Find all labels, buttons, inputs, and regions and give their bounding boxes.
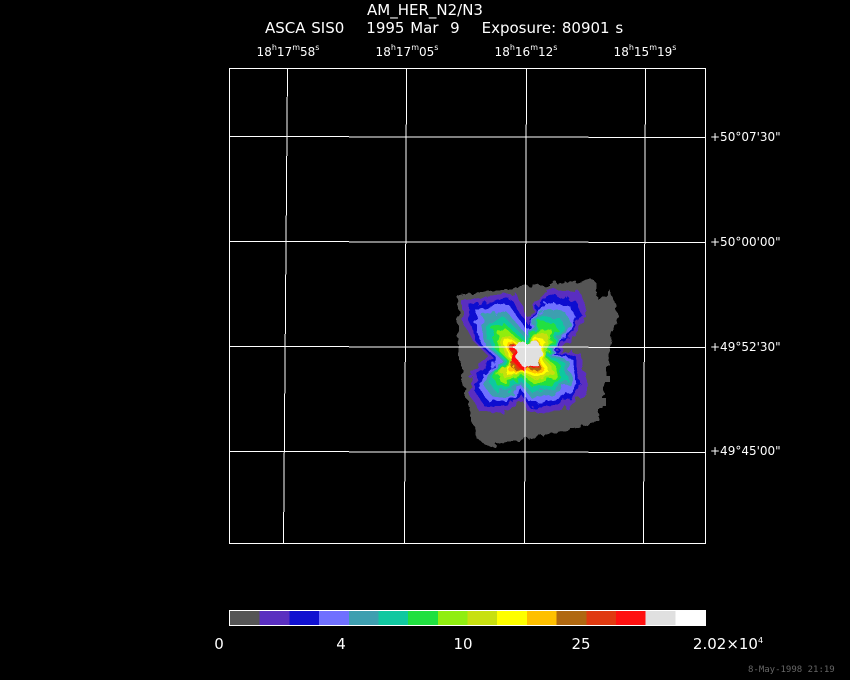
image-subtitle: ASCA SIS0 1995 Mar 9 Exposure: 80901 s xyxy=(265,19,645,37)
background-speckle xyxy=(490,300,612,440)
scale-label-0: 0 xyxy=(214,635,224,653)
color-scale-swatch xyxy=(497,611,528,625)
scale-label-max: 2.02×104 xyxy=(692,635,764,653)
image-title: AM_HER_N2/N3 xyxy=(367,1,483,19)
color-scale-swatch xyxy=(526,611,558,625)
color-scale-swatch xyxy=(230,611,261,625)
coordinate-grid xyxy=(228,67,707,544)
color-scale-bar xyxy=(229,610,706,626)
ra-label-4: 18h15m19s xyxy=(613,43,677,60)
scale-label-25: 25 xyxy=(571,635,591,653)
scale-label-10: 10 xyxy=(453,635,473,653)
dec-label-1: +50°07'30" xyxy=(710,130,781,144)
color-scale-swatch xyxy=(378,611,409,625)
color-scale-swatch xyxy=(259,611,290,625)
instrument-label: ASCA SIS0 xyxy=(265,19,345,37)
color-scale-swatch xyxy=(437,611,468,625)
color-scale-border xyxy=(229,610,706,626)
color-scale-swatch xyxy=(319,611,350,625)
color-scale-swatch xyxy=(675,611,706,625)
color-scale-swatch xyxy=(556,611,587,625)
scale-label-4: 4 xyxy=(336,635,346,653)
color-scale-swatch xyxy=(586,611,617,625)
dec-label-2: +50°00'00" xyxy=(710,235,781,249)
ra-label-1: 18h17m58s xyxy=(256,43,320,60)
color-scale-swatch xyxy=(348,611,379,625)
color-scale-swatch xyxy=(615,611,647,625)
color-scale-swatch xyxy=(408,611,439,625)
ra-label-2: 18h17m05s xyxy=(375,43,439,60)
dec-label-3: +49°52'30" xyxy=(710,340,781,354)
exposure-label: Exposure: 80901 s xyxy=(481,19,624,37)
ra-label-3: 18h16m12s xyxy=(494,43,558,60)
dec-label-4: +49°45'00" xyxy=(710,444,781,458)
color-scale-swatch xyxy=(645,611,676,625)
color-scale-swatch xyxy=(289,611,320,625)
xray-source-image xyxy=(458,280,618,446)
color-scale-swatch xyxy=(467,611,498,625)
observation-date: 1995 Mar 9 xyxy=(366,19,460,37)
timestamp: 8-May-1998 21:19 xyxy=(748,665,835,675)
